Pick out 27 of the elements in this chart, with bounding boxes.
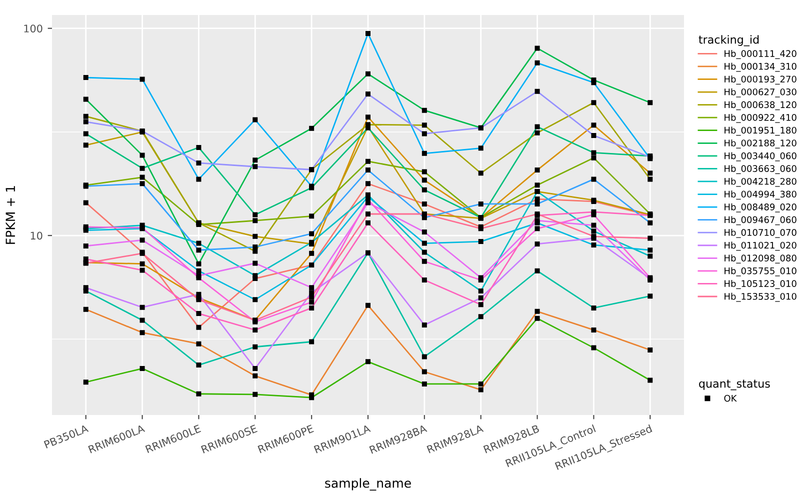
legend-label: Hb_000111_420 bbox=[724, 50, 796, 59]
legend-label: Hb_000922_410 bbox=[724, 114, 796, 123]
legend-label: Hb_105123_010 bbox=[724, 280, 796, 290]
legend-label: Hb_003440_060 bbox=[724, 152, 796, 162]
legend-label: Hb_004994_380 bbox=[724, 190, 796, 200]
text: OK bbox=[724, 394, 737, 402]
legend-label: Hb_011021_020 bbox=[724, 242, 796, 251]
text: quant_status bbox=[699, 380, 770, 390]
legend-label: Hb_000627_030 bbox=[724, 88, 796, 98]
legend-label: Hb_000134_310 bbox=[724, 62, 796, 72]
legend-label: Hb_009467_060 bbox=[724, 216, 796, 226]
legend-label: Hb_010710_070 bbox=[724, 228, 796, 238]
legend-label: Hb_004218_280 bbox=[724, 178, 796, 187]
legend-label: Hb_012098_080 bbox=[724, 254, 796, 264]
y-axis-title: FPKM + 1 bbox=[6, 186, 15, 244]
legend-title: tracking_id bbox=[698, 35, 759, 46]
y-tick-label: 10 bbox=[30, 232, 42, 240]
legend-label: Hb_001951_180 bbox=[724, 126, 796, 136]
legend-label: Hb_002188_120 bbox=[724, 139, 796, 148]
legend-label: Hb_000638_120 bbox=[724, 101, 796, 110]
x-axis-title: sample_name bbox=[325, 478, 411, 491]
legend-label: Hb_035755_010 bbox=[724, 267, 796, 276]
legend-label: Hb_008489_020 bbox=[724, 203, 796, 212]
legend-label: Hb_000193_270 bbox=[724, 76, 796, 85]
legend-label: Hb_153533_010 bbox=[724, 292, 796, 302]
legend-label: Hb_003663_060 bbox=[724, 165, 796, 174]
y-tick-label: 100 bbox=[24, 24, 42, 32]
